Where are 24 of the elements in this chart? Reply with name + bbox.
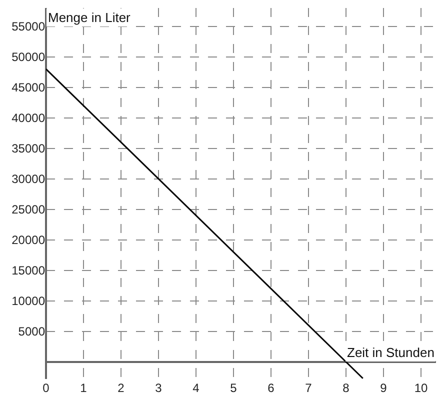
y-tick-label: 35000	[12, 142, 46, 156]
x-axis-title: Zeit in Stunden	[347, 345, 434, 360]
y-axis-title: Menge in Liter	[48, 10, 132, 25]
y-tick-label: 15000	[12, 264, 46, 278]
y-tick-label: 50000	[12, 50, 46, 64]
y-tick-label: 5000	[18, 324, 46, 339]
x-tick-label: 6	[268, 381, 275, 395]
x-tick-label: 10	[414, 381, 428, 395]
y-tick-label: 20000	[12, 233, 46, 248]
x-tick-label: 1	[80, 381, 88, 395]
y-tick-label: 10000	[12, 294, 46, 308]
y-tick-label: 55000	[12, 20, 46, 34]
y-tick-label: 30000	[12, 172, 46, 186]
x-tick-label: 3	[155, 381, 162, 395]
y-tick-label: 40000	[12, 111, 46, 126]
x-tick-label: 0	[42, 381, 50, 395]
x-tick-label: 4	[192, 381, 200, 395]
x-tick-label: 9	[380, 381, 388, 395]
y-tick-label: 45000	[12, 80, 46, 95]
y-tick-label: 25000	[12, 202, 46, 217]
x-tick-label: 2	[118, 381, 125, 395]
x-tick-label: 5	[230, 381, 238, 395]
x-tick-label: 7	[305, 381, 312, 395]
x-tick-label: 8	[342, 381, 350, 395]
